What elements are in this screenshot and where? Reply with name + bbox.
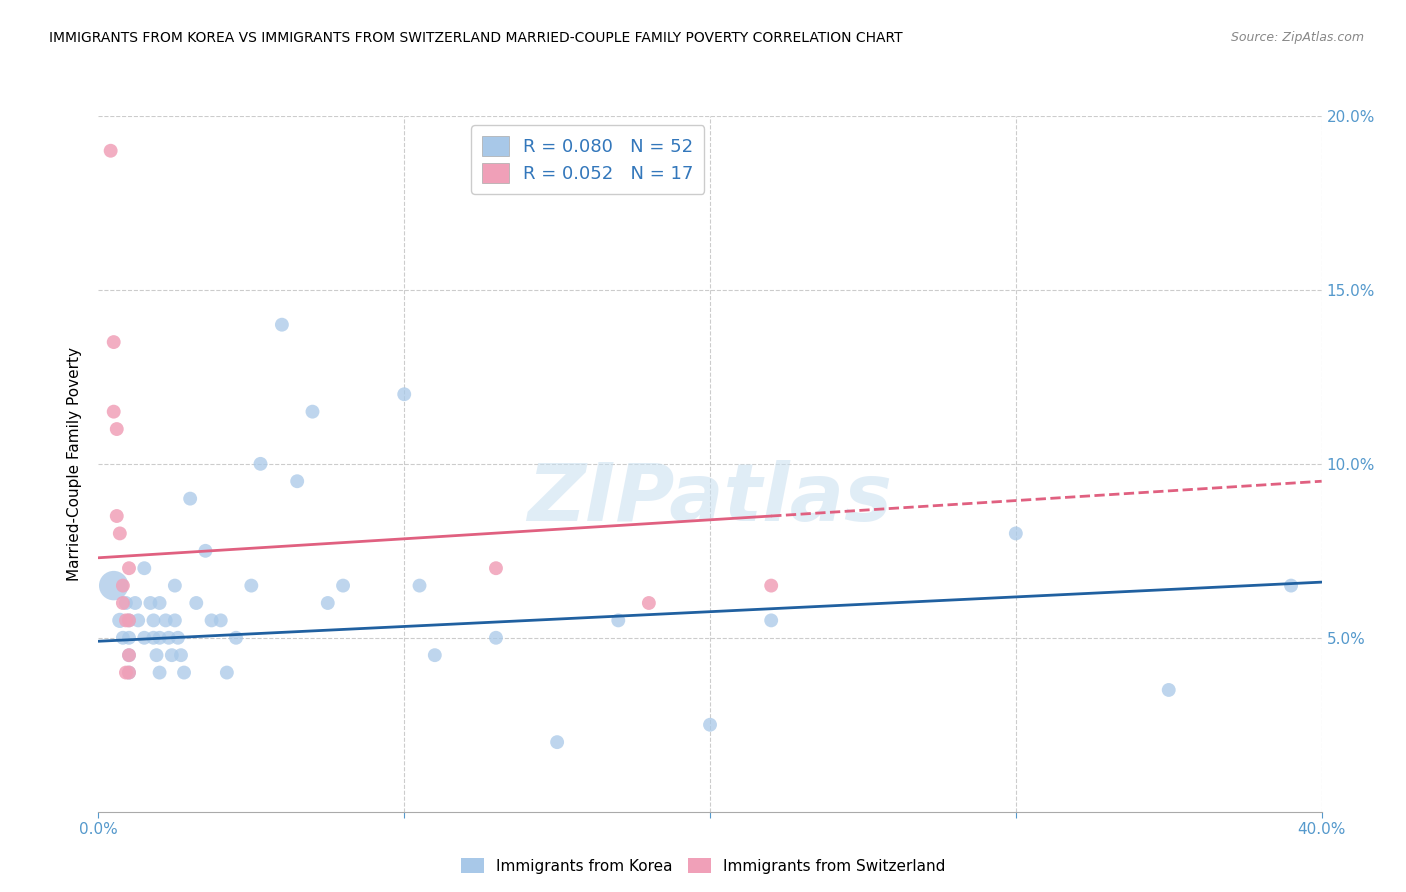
Point — [167, 631, 190, 645]
Point — [118, 614, 141, 628]
Legend: R = 0.080   N = 52, R = 0.052   N = 17: R = 0.080 N = 52, R = 0.052 N = 17 — [471, 125, 704, 194]
Point — [173, 665, 195, 680]
Point — [186, 596, 208, 610]
Point — [118, 561, 141, 575]
Point — [149, 631, 172, 645]
Text: IMMIGRANTS FROM KOREA VS IMMIGRANTS FROM SWITZERLAND MARRIED-COUPLE FAMILY POVER: IMMIGRANTS FROM KOREA VS IMMIGRANTS FROM… — [49, 31, 903, 45]
Point — [118, 648, 141, 662]
Point — [100, 144, 122, 158]
Point — [103, 334, 125, 349]
Point — [270, 318, 292, 332]
Point — [301, 405, 323, 419]
Point — [111, 596, 134, 610]
Point — [115, 614, 138, 628]
Point — [285, 474, 308, 488]
Point — [134, 561, 156, 575]
Point — [637, 596, 661, 610]
Point — [118, 665, 141, 680]
Point — [759, 614, 782, 628]
Point — [485, 631, 508, 645]
Point — [408, 578, 430, 592]
Point — [105, 422, 128, 436]
Point — [145, 648, 167, 662]
Text: Source: ZipAtlas.com: Source: ZipAtlas.com — [1230, 31, 1364, 45]
Point — [139, 596, 162, 610]
Point — [240, 578, 263, 592]
Point — [215, 665, 238, 680]
Point — [316, 596, 339, 610]
Point — [115, 665, 138, 680]
Point — [108, 614, 131, 628]
Point — [155, 614, 177, 628]
Point — [179, 491, 201, 506]
Point — [332, 578, 354, 592]
Point — [209, 614, 232, 628]
Point — [149, 665, 172, 680]
Point — [194, 543, 217, 558]
Point — [163, 578, 186, 592]
Text: ZIPatlas: ZIPatlas — [527, 459, 893, 538]
Point — [142, 631, 165, 645]
Point — [118, 614, 141, 628]
Point — [108, 526, 131, 541]
Point — [607, 614, 630, 628]
Point — [163, 614, 186, 628]
Point — [103, 578, 125, 592]
Point — [134, 631, 156, 645]
Point — [1157, 683, 1180, 698]
Point — [225, 631, 247, 645]
Point — [392, 387, 416, 401]
Point — [485, 561, 508, 575]
Y-axis label: Married-Couple Family Poverty: Married-Couple Family Poverty — [67, 347, 83, 581]
Point — [111, 578, 134, 592]
Point — [423, 648, 446, 662]
Point — [149, 596, 172, 610]
Point — [160, 648, 183, 662]
Point — [105, 508, 128, 523]
Point — [118, 631, 141, 645]
Point — [249, 457, 271, 471]
Point — [118, 648, 141, 662]
Point — [1279, 578, 1302, 592]
Point — [200, 614, 222, 628]
Point — [759, 578, 782, 592]
Point — [1004, 526, 1026, 541]
Point — [546, 735, 568, 749]
Point — [111, 631, 134, 645]
Point — [142, 614, 165, 628]
Point — [157, 631, 180, 645]
Point — [118, 665, 141, 680]
Point — [170, 648, 193, 662]
Legend: Immigrants from Korea, Immigrants from Switzerland: Immigrants from Korea, Immigrants from S… — [454, 852, 952, 880]
Point — [124, 596, 146, 610]
Point — [103, 405, 125, 419]
Point — [127, 614, 149, 628]
Point — [115, 596, 138, 610]
Point — [699, 717, 721, 731]
